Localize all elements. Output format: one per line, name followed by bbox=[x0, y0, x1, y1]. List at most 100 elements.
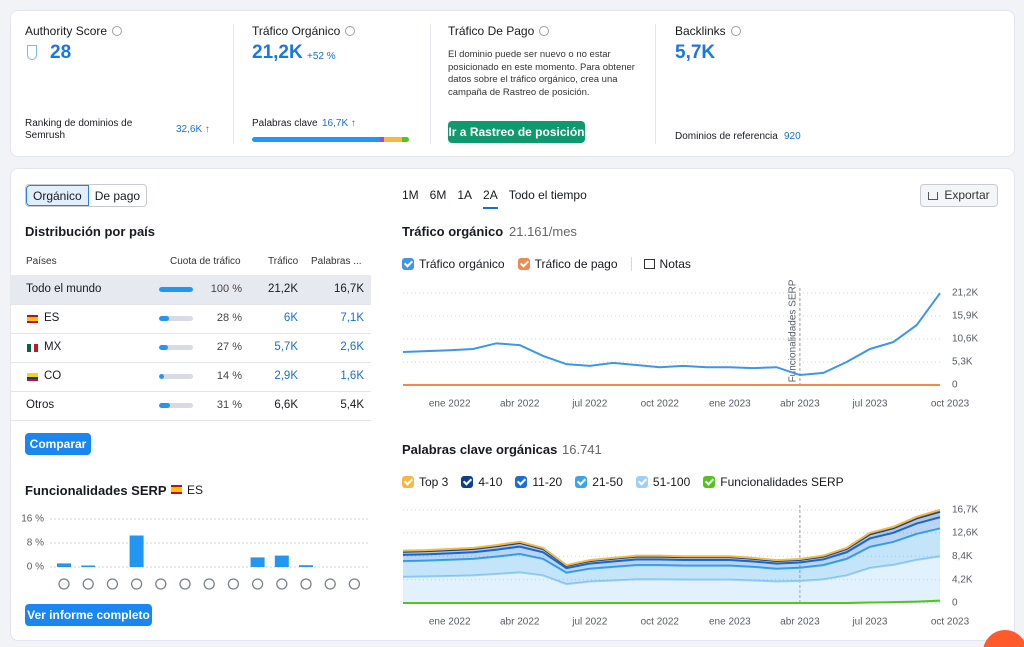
feature-icon bbox=[251, 578, 264, 590]
x-tick-label: ene 2022 bbox=[429, 617, 471, 628]
legend-item: 21-50 bbox=[575, 475, 623, 489]
region: ES bbox=[187, 483, 204, 497]
series-line bbox=[402, 292, 941, 377]
chat-button[interactable] bbox=[983, 630, 1024, 647]
legend-item: Tráfico de pago bbox=[517, 257, 618, 271]
legend-checkbox bbox=[703, 476, 716, 488]
x-tick-label: abr 2023 bbox=[780, 399, 820, 410]
export-icon bbox=[928, 192, 939, 200]
metric-title: Tráfico De Pago bbox=[448, 24, 550, 38]
period-option[interactable]: Todo el tiempo bbox=[508, 188, 587, 202]
flag-stripe bbox=[27, 321, 38, 323]
flag-stripe bbox=[34, 344, 39, 352]
x-tick-label: ene 2022 bbox=[429, 399, 471, 410]
period-option[interactable]: 1M bbox=[402, 188, 419, 202]
chart-title: Palabras clave orgánicas bbox=[402, 442, 558, 457]
legend-checkbox bbox=[517, 258, 530, 270]
metric-footer-value: 16,7K ↑ bbox=[322, 118, 356, 129]
feature-icon bbox=[324, 578, 336, 590]
metric-value: 5,7K bbox=[675, 42, 716, 63]
share-bar-bg bbox=[159, 316, 193, 321]
legend-checkbox bbox=[575, 476, 588, 488]
traffic: 6,6K bbox=[274, 399, 298, 411]
keywords: 2,6K bbox=[340, 341, 364, 353]
y-tick-label: 16,7K bbox=[952, 505, 978, 516]
notes-dropdown[interactable]: Notas bbox=[630, 257, 691, 271]
share: 28 % bbox=[216, 312, 242, 324]
share-bar bbox=[159, 403, 170, 408]
bar bbox=[299, 565, 313, 567]
metric-footer-value: 920 bbox=[784, 131, 801, 142]
metric-title-text: Backlinks bbox=[675, 24, 726, 38]
feature-icon bbox=[58, 578, 70, 590]
series-line bbox=[403, 599, 941, 604]
traffic: 2,9K bbox=[274, 370, 298, 382]
legend-checkbox bbox=[402, 476, 414, 488]
bar bbox=[129, 535, 144, 567]
y-tick-label: 21,2K bbox=[952, 288, 978, 299]
shield-icon bbox=[27, 45, 37, 60]
full-report-button[interactable]: Ver informe completo bbox=[25, 604, 152, 626]
area-fill bbox=[403, 528, 940, 585]
metric-title: Backlinks bbox=[675, 24, 741, 38]
area-fill bbox=[403, 517, 940, 573]
traffic: 5,7K bbox=[274, 341, 298, 353]
notes-text: Notas bbox=[659, 257, 691, 271]
tab[interactable]: De pago bbox=[94, 189, 141, 203]
legend-checkbox bbox=[461, 476, 474, 488]
export-button[interactable]: Exportar bbox=[920, 184, 998, 207]
y-tick-label: 15,9K bbox=[952, 311, 978, 322]
separator bbox=[233, 24, 234, 144]
table-row bbox=[10, 391, 371, 421]
legend-item: 4-10 bbox=[461, 475, 502, 489]
info-icon bbox=[539, 26, 550, 36]
x-tick-label: oct 2023 bbox=[931, 617, 970, 628]
legend-text: Tráfico de pago bbox=[534, 257, 618, 271]
legend-text: Top 3 bbox=[419, 475, 449, 489]
y-tick-label: 4,2K bbox=[952, 574, 973, 585]
x-tick-label: jul 2023 bbox=[851, 617, 887, 628]
period-option[interactable]: 2A bbox=[483, 188, 498, 209]
feature-icon bbox=[155, 578, 167, 590]
series-line bbox=[402, 527, 941, 574]
y-tick-label: 0 % bbox=[27, 562, 44, 573]
legend-text: 11-20 bbox=[532, 475, 563, 489]
share-bar bbox=[159, 316, 169, 321]
period-option[interactable]: 6M bbox=[429, 188, 447, 202]
traffic: 21,2K bbox=[267, 283, 298, 295]
flag-stripe bbox=[27, 319, 38, 321]
y-tick-label: 8 % bbox=[27, 538, 44, 549]
flag-stripe bbox=[27, 379, 38, 381]
info-icon bbox=[345, 26, 356, 36]
x-tick-label: abr 2023 bbox=[780, 617, 820, 628]
share-bar bbox=[159, 374, 164, 379]
share-bar-bg bbox=[159, 287, 193, 292]
notes-icon bbox=[643, 259, 655, 269]
chart-subtitle: 16.741 bbox=[562, 442, 602, 457]
flag-stripe bbox=[27, 315, 38, 317]
y-tick-label: 0 bbox=[952, 380, 958, 391]
share: 31 % bbox=[216, 399, 242, 411]
bar-segment bbox=[252, 137, 380, 142]
compare-button[interactable]: Comparar bbox=[25, 433, 91, 455]
section-title: Distribución por país bbox=[25, 224, 156, 239]
position-tracking-button[interactable]: Ir a Rastreo de posición bbox=[448, 121, 585, 143]
tab[interactable]: Orgánico bbox=[26, 185, 89, 206]
feature-icon bbox=[179, 578, 191, 590]
keywords: 16,7K bbox=[333, 283, 364, 295]
legend-item: Tráfico orgánico bbox=[402, 257, 505, 271]
share: 27 % bbox=[216, 341, 242, 353]
x-tick-label: abr 2022 bbox=[500, 399, 540, 410]
x-tick-label: oct 2023 bbox=[931, 399, 970, 410]
feature-icon bbox=[276, 578, 288, 590]
table-row bbox=[10, 362, 371, 392]
keyword-bar bbox=[252, 137, 409, 142]
period-option[interactable]: 1A bbox=[457, 188, 473, 202]
legend-item: 51-100 bbox=[635, 475, 690, 489]
flag bbox=[27, 315, 38, 323]
share: 100 % bbox=[210, 283, 242, 295]
flag-stripe bbox=[27, 373, 38, 375]
bar bbox=[274, 555, 289, 567]
legend-text: Funcionalidades SERP bbox=[720, 475, 844, 489]
metric-footer-label: Ranking de dominios de Semrush bbox=[25, 118, 133, 141]
